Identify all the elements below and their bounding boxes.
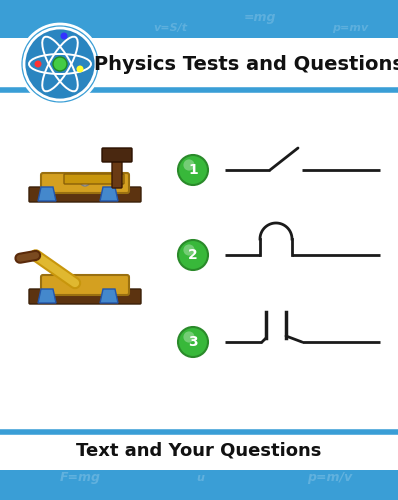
Circle shape [178,155,208,185]
Text: v=S/t: v=S/t [153,23,187,33]
Circle shape [20,24,100,104]
Circle shape [183,160,195,170]
Polygon shape [38,289,56,303]
Text: 2: 2 [188,248,198,262]
Text: p=mv: p=mv [332,23,368,33]
FancyBboxPatch shape [41,173,129,193]
Circle shape [53,57,67,71]
Polygon shape [38,187,56,201]
Circle shape [178,327,208,357]
Polygon shape [100,289,118,303]
FancyBboxPatch shape [41,275,129,295]
FancyBboxPatch shape [0,38,398,90]
Text: Text and Your Questions: Text and Your Questions [76,442,322,460]
Circle shape [60,32,68,40]
FancyBboxPatch shape [0,432,398,500]
Text: =mg: =mg [244,12,276,24]
Text: F=mg: F=mg [59,472,101,484]
FancyBboxPatch shape [0,432,398,470]
Circle shape [178,240,208,270]
Text: 1: 1 [188,163,198,177]
Text: 3: 3 [188,335,198,349]
FancyBboxPatch shape [102,148,132,162]
Polygon shape [100,187,118,201]
Text: Physics Tests and Questions: Physics Tests and Questions [94,54,398,74]
FancyBboxPatch shape [112,156,122,188]
Circle shape [183,332,195,342]
Circle shape [183,244,195,256]
Text: u: u [196,473,204,483]
FancyBboxPatch shape [29,187,141,202]
Circle shape [76,66,84,72]
Text: p=m/v: p=m/v [307,472,353,484]
FancyBboxPatch shape [64,174,124,184]
FancyBboxPatch shape [29,289,141,304]
Circle shape [35,60,41,68]
Circle shape [80,176,90,186]
Circle shape [70,278,80,288]
FancyBboxPatch shape [0,0,398,90]
Circle shape [24,28,96,100]
